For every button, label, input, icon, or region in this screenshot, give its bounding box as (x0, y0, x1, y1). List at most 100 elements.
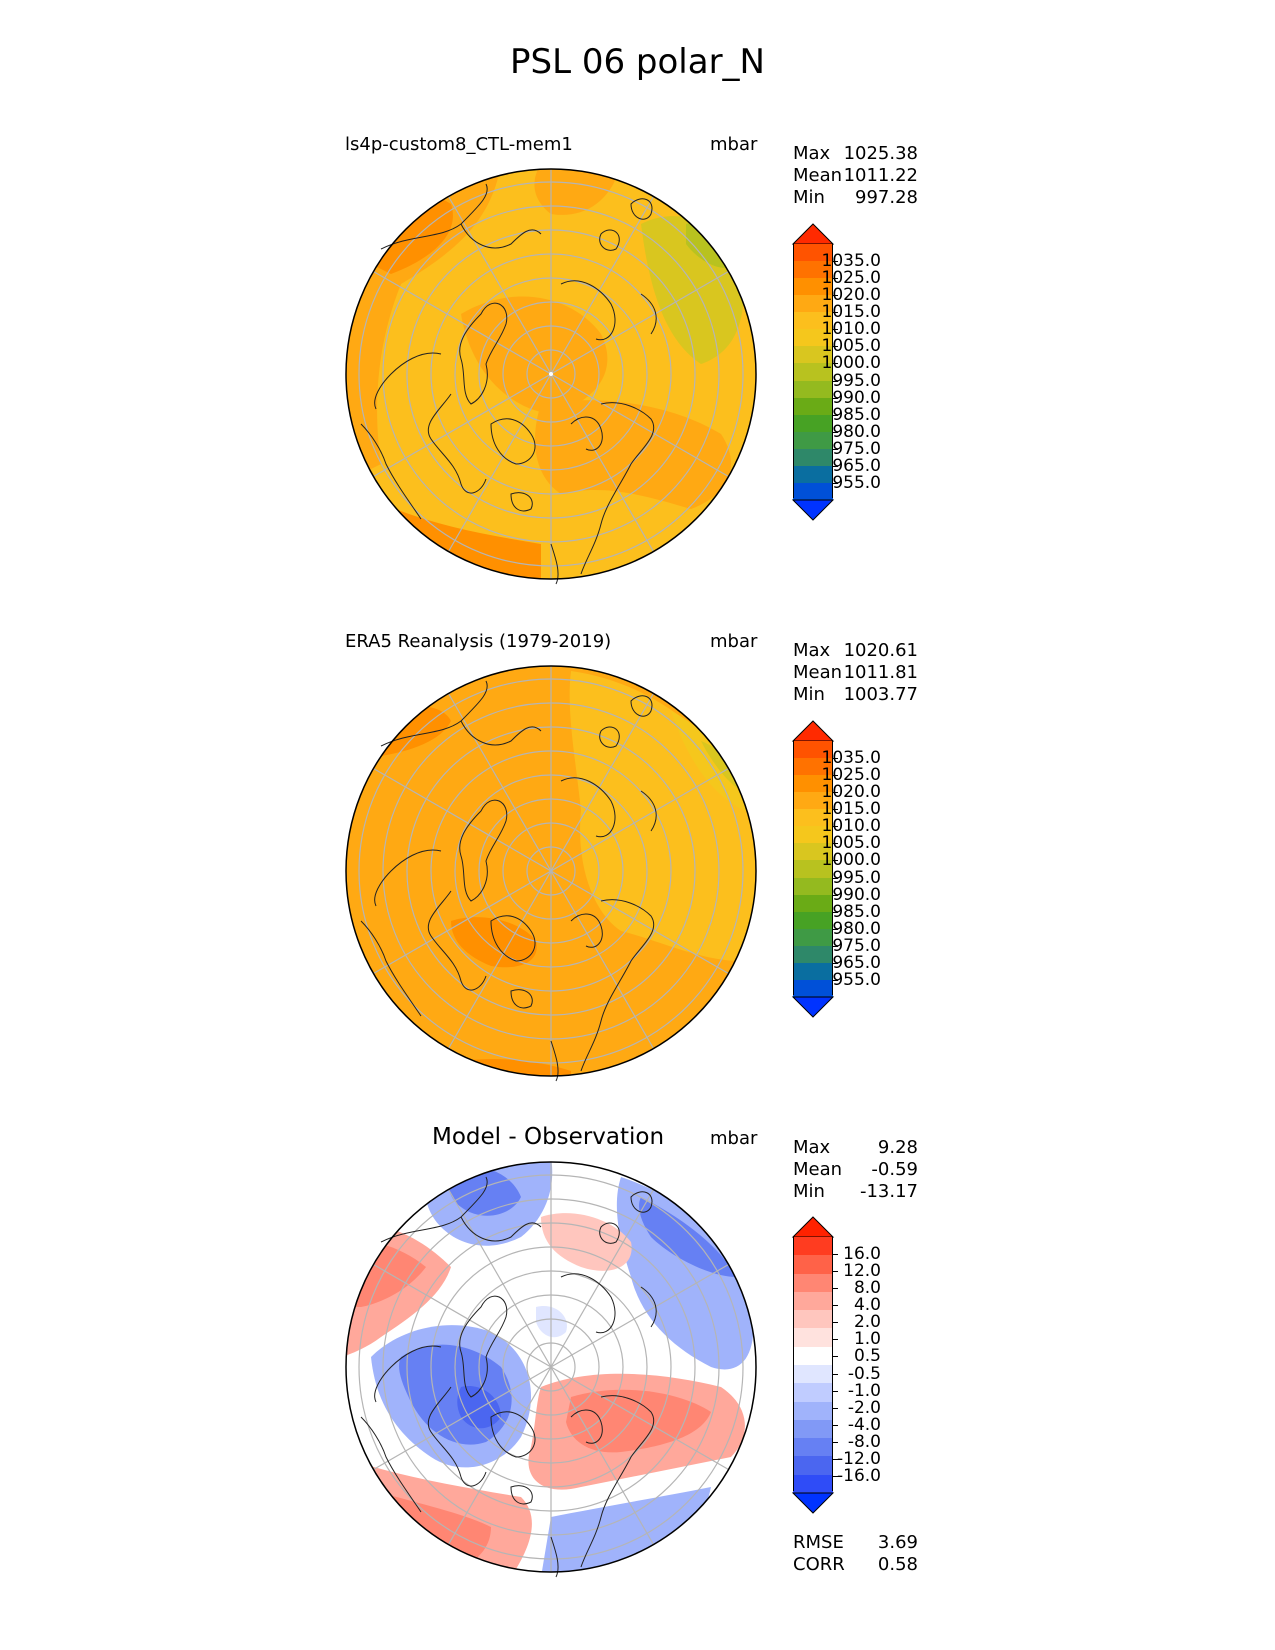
colorbar-tick-mark (833, 1373, 838, 1375)
colorbar-tick-mark (833, 1390, 838, 1392)
colorbar-tick-label: 980.0 (832, 918, 881, 939)
colorbar-segment (793, 329, 833, 347)
figure-title: PSL 06 polar_N (510, 42, 765, 82)
p1-pole-dot (549, 372, 553, 376)
panel2-stat-max-value: 1020.61 (843, 640, 918, 661)
colorbar-segment (793, 962, 833, 981)
colorbar-extend-bottom (791, 499, 835, 521)
colorbar-tick-mark (833, 278, 838, 280)
colorbar-tick-mark (833, 312, 838, 314)
panel3-extra-stats: RMSE 3.69 CORR 0.58 (793, 1532, 918, 1576)
colorbar-tick-label: 8.0 (853, 1278, 881, 1299)
panel2-colorbar: 1035.0 1025.0 1020.0 1015.0 1010.0 1005.0 1000… (791, 720, 881, 1018)
colorbar-tick-mark (833, 1458, 838, 1460)
colorbar-segment (793, 1419, 833, 1439)
colorbar-tick-label: -2.0 (847, 1397, 881, 1418)
colorbar-extend-bottom (791, 1492, 835, 1514)
colorbar-tick-mark (833, 911, 838, 913)
colorbar-tick-label: 965.0 (832, 952, 881, 973)
colorbar-tick-mark (833, 843, 838, 845)
colorbar-tick-label: 1020.0 (821, 782, 881, 803)
colorbar-segment (793, 775, 833, 793)
colorbar-tick-mark (833, 465, 838, 467)
colorbar-tick-label: -8.0 (847, 1431, 881, 1452)
panel2-stat-max-label: Max (793, 640, 831, 661)
colorbar-tick-mark (833, 329, 838, 331)
colorbar-tick-label: 1035.0 (821, 251, 881, 272)
panel1-stat-mean-label: Mean (793, 165, 843, 186)
panel1-stat-min-value: 997.28 (855, 187, 918, 208)
colorbar-tick-label: 980.0 (832, 421, 881, 442)
colorbar-tick-mark (833, 928, 838, 930)
colorbar-tick-mark (833, 482, 838, 484)
colorbar-tick-label: 975.0 (832, 935, 881, 956)
panel1-stat-max-label: Max (793, 143, 831, 164)
colorbar-tick-mark (833, 346, 838, 348)
panel1-stat-mean-value: 1011.22 (843, 165, 918, 186)
colorbar-segment (793, 312, 833, 330)
colorbar-tick-mark (833, 448, 838, 450)
panel1-label: ls4p-custom8_CTL-mem1 (345, 134, 573, 155)
colorbar-border (793, 1237, 833, 1491)
colorbar-tick-mark (833, 1271, 838, 1273)
colorbar-segment (793, 1474, 833, 1494)
panel2-polar-map (345, 665, 757, 1082)
panel3-corr-value: 0.58 (877, 1554, 918, 1575)
colorbar-tick-label: 0.5 (853, 1346, 881, 1367)
colorbar-tick-label: 985.0 (832, 901, 881, 922)
panel1-stats: Max 1025.38 Mean 1011.22 Min 997.28 (793, 143, 918, 209)
colorbar-tick-mark (833, 962, 838, 964)
colorbar-tick-mark (833, 775, 838, 777)
colorbar-segment (793, 877, 833, 896)
colorbar-segment (793, 1456, 833, 1476)
colorbar-segment (793, 465, 833, 484)
panel2-units: mbar (710, 631, 758, 652)
p1-map-border (345, 168, 757, 580)
colorbar-segment (793, 431, 833, 450)
panel3-polar-map (345, 1161, 757, 1578)
colorbar-segment (793, 809, 833, 827)
p3-coastlines (360, 1176, 657, 1578)
panel3-rmse-value: 3.69 (877, 1532, 918, 1553)
colorbar-tick-mark (833, 979, 838, 981)
colorbar-tick-mark (833, 1254, 838, 1256)
colorbar-segment (793, 244, 833, 262)
colorbar-tick-mark (833, 295, 838, 297)
colorbar-tick-label: 955.0 (832, 472, 881, 493)
colorbar-tick-label: 990.0 (832, 884, 881, 905)
colorbar-tick-label: -12.0 (837, 1448, 881, 1469)
p3-map-border (345, 1161, 757, 1573)
colorbar-segment (793, 741, 833, 759)
panel3-stat-max-value: 9.28 (877, 1137, 918, 1158)
colorbar-tick-label: 1020.0 (821, 285, 881, 306)
colorbar-segment (793, 1365, 833, 1384)
colorbar-segment (793, 894, 833, 913)
colorbar-segment (793, 979, 833, 998)
panel3-stat-mean-value: -0.59 (871, 1159, 918, 1180)
colorbar-tick-mark (833, 945, 838, 947)
colorbar-segment (793, 1438, 833, 1457)
colorbar-tick-label: 1005.0 (821, 833, 881, 854)
colorbar-tick-label: 1005.0 (821, 336, 881, 357)
panel1-stat-min-label: Min (793, 187, 825, 208)
colorbar-tick-mark (833, 1305, 838, 1307)
p3-field-blue-s (541, 1487, 711, 1572)
colorbar-tick-label: 995.0 (832, 370, 881, 391)
colorbar-tick-label: 1000.0 (821, 850, 881, 871)
colorbar-tick-mark (833, 414, 838, 416)
colorbar-segment (793, 1310, 833, 1329)
colorbar-segment (793, 482, 833, 501)
colorbar-extend-bottom (791, 996, 835, 1018)
p2-field-green-ne (701, 741, 741, 791)
colorbar-tick-mark (833, 1356, 838, 1358)
colorbar-border (793, 244, 833, 498)
colorbar-tick-mark (833, 809, 838, 811)
colorbar-tick-label: 1.0 (853, 1329, 881, 1350)
panel3-stat-max-label: Max (793, 1137, 831, 1158)
panel1-colorbar: 1035.0 1025.0 1020.0 1015.0 1010.0 1005.0 1000… (791, 223, 881, 521)
p2-field-orange-sw (451, 917, 537, 968)
colorbar-segment (793, 278, 833, 296)
colorbar-segment (793, 1401, 833, 1421)
colorbar-tick-mark (833, 860, 838, 862)
colorbar-tick-mark (833, 1339, 838, 1341)
